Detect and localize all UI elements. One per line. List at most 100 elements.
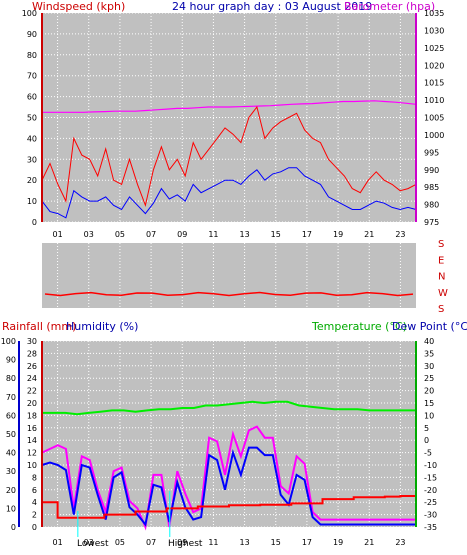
temperature-tick-label: 0 — [424, 436, 429, 445]
dewpoint-axis-title: Dew Point (°C) — [392, 320, 467, 333]
direction-tick-label: W — [438, 288, 448, 299]
bottom-x-tick-label: 07 — [146, 538, 156, 547]
highest-marker: Highest — [168, 539, 203, 549]
rainfall-axis-title: Rainfall (mm) — [2, 320, 76, 333]
temperature-axis-title: Temperature (°C) — [311, 320, 407, 333]
rainfall-tick-label: 18 — [27, 411, 37, 420]
windspeed-tick-label: 10 — [27, 197, 37, 206]
barometer-tick-label: 1010 — [424, 96, 444, 105]
rainfall-tick-label: 4 — [32, 498, 37, 507]
humidity-tick-label: 50 — [6, 430, 16, 439]
temperature-tick-label: 25 — [424, 374, 434, 383]
windspeed-tick-label: 20 — [27, 176, 37, 185]
temperature-tick-label: 10 — [424, 411, 434, 420]
barometer-tick-label: 1025 — [424, 44, 444, 53]
barometer-tick-label: 975 — [424, 218, 439, 227]
windspeed-tick-label: 70 — [27, 72, 37, 81]
temperature-tick-label: -15 — [424, 473, 437, 482]
temperature-tick-label: -20 — [424, 486, 437, 495]
humidity-tick-label: 100 — [1, 337, 16, 346]
bottom-x-tick-label: 09 — [177, 538, 187, 547]
temperature-line — [42, 400, 416, 416]
rainfall-tick-label: 20 — [27, 399, 37, 408]
windspeed-tick-label: 90 — [27, 30, 37, 39]
temperature-tick-label: -35 — [424, 523, 437, 532]
barometer-tick-label: 1020 — [424, 61, 444, 70]
windspeed-tick-label: 40 — [27, 134, 37, 143]
humidity-tick-label: 80 — [6, 374, 16, 383]
barometer-tick-label: 980 — [424, 201, 439, 210]
top-x-tick-label: 01 — [52, 230, 62, 239]
bottom-x-tick-label: 15 — [271, 538, 281, 547]
temperature-tick-label: 40 — [424, 337, 434, 346]
temperature-tick-label: -5 — [424, 449, 432, 458]
direction-tick-label: E — [438, 255, 444, 266]
rainfall-line — [42, 495, 416, 519]
temperature-tick-label: 15 — [424, 399, 434, 408]
windspeed-tick-label: 80 — [27, 51, 37, 60]
humidity-line — [41, 425, 416, 531]
rainfall-tick-label: 24 — [27, 374, 37, 383]
top-x-tick-label: 13 — [239, 230, 249, 239]
wind-direction-plot-area — [42, 243, 416, 308]
humidity-tick-label: 20 — [6, 486, 16, 495]
rainfall-tick-label: 2 — [32, 511, 37, 520]
rainfall-tick-label: 6 — [32, 486, 37, 495]
rainfall-tick-label: 30 — [27, 337, 37, 346]
chart-title: 24 hour graph day : 03 August 2019 — [172, 0, 372, 13]
windspeed-axis-title: Windspeed (kph) — [32, 0, 125, 13]
top-x-tick-label: 15 — [271, 230, 281, 239]
temperature-tick-label: 35 — [424, 349, 434, 358]
rainfall-tick-label: 28 — [27, 349, 37, 358]
barometer-tick-label: 995 — [424, 148, 439, 157]
top-x-tick-label: 23 — [395, 230, 405, 239]
barometer-tick-label: 990 — [424, 166, 439, 175]
top-x-tick-label: 21 — [364, 230, 374, 239]
wind-direction-line — [44, 291, 414, 297]
barometer-tick-label: 985 — [424, 183, 439, 192]
windspeed-tick-label: 30 — [27, 155, 37, 164]
rainfall-tick-label: 12 — [27, 449, 37, 458]
top-x-tick-label: 11 — [208, 230, 218, 239]
top-x-tick-label: 07 — [146, 230, 156, 239]
top-x-tick-label: 09 — [177, 230, 187, 239]
humidity-tick-label: 40 — [6, 449, 16, 458]
temperature-tick-label: -25 — [424, 498, 437, 507]
rainfall-tick-label: 16 — [27, 424, 37, 433]
barometer-tick-label: 1030 — [424, 26, 444, 35]
humidity-tick-label: 70 — [6, 393, 16, 402]
humidity-tick-label: 90 — [6, 356, 16, 365]
rain-hum-temp-plot-area — [42, 341, 416, 527]
direction-tick-label: S — [438, 239, 444, 250]
top-x-tick-label: 17 — [302, 230, 312, 239]
humidity-tick-label: 10 — [6, 504, 16, 513]
temperature-tick-label: 5 — [424, 424, 429, 433]
top-x-tick-label: 05 — [115, 230, 125, 239]
bottom-x-tick-label: 17 — [302, 538, 312, 547]
rainfall-tick-label: 22 — [27, 387, 37, 396]
temperature-tick-label: -30 — [424, 511, 437, 520]
humidity-tick-label: 30 — [6, 467, 16, 476]
rainfall-tick-label: 14 — [27, 436, 37, 445]
top-x-tick-label: 03 — [84, 230, 94, 239]
top-x-tick-label: 19 — [333, 230, 343, 239]
temperature-tick-label: 20 — [424, 387, 434, 396]
barometer-tick-label: 1015 — [424, 79, 444, 88]
windspeed-tick-label: 50 — [27, 114, 37, 123]
barometer-axis-title: Barometer (hpa) — [344, 0, 435, 13]
barometer-tick-label: 1005 — [424, 114, 444, 123]
bottom-x-tick-label: 05 — [115, 538, 125, 547]
humidity-tick-label: 60 — [6, 411, 16, 420]
bottom-x-tick-label: 19 — [333, 538, 343, 547]
windspeed-tick-label: 100 — [22, 9, 37, 18]
humidity-tick-label: 0 — [11, 523, 16, 532]
wind-average-line — [41, 167, 417, 219]
temperature-tick-label: 30 — [424, 362, 434, 371]
bottom-x-tick-label: 01 — [52, 538, 62, 547]
rainfall-tick-label: 8 — [32, 473, 37, 482]
rainfall-tick-label: 26 — [27, 362, 37, 371]
wind-gust-line — [41, 105, 417, 208]
temperature-tick-label: -10 — [424, 461, 437, 470]
windspeed-tick-label: 60 — [27, 93, 37, 102]
